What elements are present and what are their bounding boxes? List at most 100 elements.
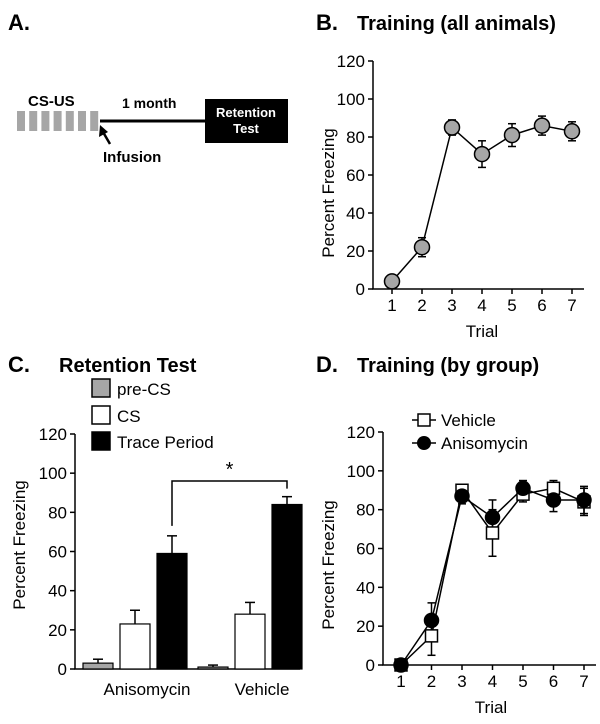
panel-c-ytick-label-0: 0	[58, 660, 67, 679]
duration-label: 1 month	[122, 95, 176, 111]
panel-b-ytick-label-60: 60	[346, 166, 365, 185]
panel-d-title: Training (by group)	[357, 355, 539, 377]
retention-test-box	[205, 99, 288, 143]
panel-c-significance-bracket	[171, 480, 288, 526]
panel-c-legend: pre-CS CS Trace Period	[91, 378, 214, 452]
cs-us-label: CS-US	[28, 93, 75, 110]
retention-label-line2: Test	[233, 121, 259, 136]
panel-c-plot: 0 20 40 60 80 100 120 Anisomycin Vehicle *	[39, 425, 303, 699]
cs-us-tone-7	[90, 111, 99, 131]
infusion-label: Infusion	[103, 149, 161, 166]
panel-c-bar-vehicle-pre-cs	[197, 666, 229, 670]
panel-d-xtick-label-3: 3	[457, 672, 466, 691]
panel-d-point-anisomycin-1	[393, 657, 409, 673]
panel-b-xtick-label-6: 6	[537, 296, 546, 315]
legend-label-vehicle: Vehicle	[441, 411, 496, 430]
panel-b-point-series-1-2	[413, 238, 431, 256]
panel-c-ytick-label-120: 120	[39, 425, 67, 444]
panel-d-xtick-label-1: 1	[396, 672, 405, 691]
panel-d-ytick-label-100: 100	[347, 462, 375, 481]
panel-c-bar-vehicle-trace-period	[271, 503, 303, 670]
panel-b-letter: B.	[316, 10, 338, 35]
cs-us-tone-1	[17, 111, 25, 131]
panel-a-letter: A.	[8, 10, 30, 35]
panel-b-ytick-label-80: 80	[346, 128, 365, 147]
panel-d-training-group: D. Training (by group) Percent Freezing …	[316, 352, 596, 717]
panel-d-point-anisomycin-5	[515, 480, 531, 497]
legend-label-anisomycin: Anisomycin	[441, 434, 528, 453]
retention-label-line1: Retention	[216, 105, 276, 120]
panel-b-training-all: B. Training (all animals) Percent Freezi…	[316, 10, 584, 341]
panel-c-ytick-label-100: 100	[39, 464, 67, 483]
panel-b-xlabel: Trial	[466, 322, 498, 341]
panel-d-xtick-label-2: 2	[427, 672, 436, 691]
panel-d-ytick-label-60: 60	[356, 540, 375, 559]
legend-marker-anisomycin	[417, 436, 431, 450]
panel-b-ytick-label-120: 120	[337, 52, 365, 71]
legend-label-cs: CS	[117, 407, 141, 426]
panel-b-point-series-1-7	[563, 123, 581, 140]
panel-c-bar-vehicle-cs	[234, 613, 266, 670]
panel-d-ylabel: Percent Freezing	[319, 500, 338, 629]
panel-d-plot: 0 20 40 60 80 100 120 1 2 3 4 5 6 7	[347, 423, 596, 691]
panel-d-xlabel: Trial	[475, 698, 507, 717]
legend-swatch-cs	[91, 405, 111, 425]
panel-b-xtick-label-2: 2	[417, 296, 426, 315]
panel-b-ylabel: Percent Freezing	[319, 128, 338, 257]
panel-c-ytick-label-80: 80	[48, 503, 67, 522]
panel-b-point-series-1-3	[443, 119, 461, 136]
panel-b-xtick-label-3: 3	[447, 296, 456, 315]
cs-us-tone-2	[29, 111, 38, 131]
panel-c-bar-anisomycin-pre-cs	[82, 662, 114, 670]
panel-d-ytick-label-40: 40	[356, 578, 375, 597]
panel-c-bar-anisomycin-trace-period	[156, 552, 188, 670]
panel-a-timeline: A. CS-US 1 month Retention Test Infusion	[8, 10, 288, 166]
panel-d-point-vehicle-2	[424, 629, 439, 643]
panel-b-point-series-1-5	[503, 126, 521, 144]
panel-d-point-anisomycin-3	[454, 488, 470, 504]
panel-c-category-label-anisomycin: Anisomycin	[104, 680, 191, 699]
cs-us-tone-3	[41, 111, 50, 131]
panel-c-significance-star: *	[226, 459, 234, 481]
panel-d-xtick-label-6: 6	[549, 672, 558, 691]
panel-b-plot: 0 20 40 60 80 100 120 1 2 3 4 5 6 7	[337, 52, 584, 315]
panel-d-point-vehicle-4	[485, 526, 500, 540]
panel-c-category-label-vehicle: Vehicle	[235, 680, 290, 699]
legend-marker-vehicle	[417, 413, 431, 427]
panel-b-point-series-1-4	[473, 145, 491, 163]
panel-c-ytick-label-20: 20	[48, 621, 67, 640]
panel-d-ytick-label-0: 0	[366, 656, 375, 675]
panel-d-ytick-label-120: 120	[347, 423, 375, 442]
panel-c-ytick-label-40: 40	[48, 582, 67, 601]
legend-swatch-pre-cs	[91, 378, 111, 398]
panel-b-point-series-1-1	[383, 273, 401, 290]
panel-c-ylabel: Percent Freezing	[10, 480, 29, 609]
panel-b-ytick-label-0: 0	[356, 280, 365, 299]
panel-d-point-anisomycin-6	[545, 492, 562, 508]
panel-b-xtick-label-4: 4	[477, 296, 486, 315]
panel-c-title: Retention Test	[59, 355, 197, 377]
panel-d-point-anisomycin-7	[576, 492, 592, 508]
panel-d-point-anisomycin-2	[423, 612, 440, 629]
panel-d-ytick-label-20: 20	[356, 617, 375, 636]
legend-label-pre-cs: pre-CS	[117, 380, 171, 399]
panel-b-xtick-label-1: 1	[387, 296, 396, 315]
cs-us-tone-5	[65, 111, 74, 131]
panel-b-xtick-label-5: 5	[507, 296, 516, 315]
panel-c-retention: C. Retention Test Percent Freezing pre-C…	[8, 352, 303, 699]
panel-b-ytick-label-40: 40	[346, 204, 365, 223]
panel-d-legend: Vehicle Anisomycin	[412, 411, 528, 453]
panel-d-ytick-label-80: 80	[356, 501, 375, 520]
panel-b-ytick-label-20: 20	[346, 242, 365, 261]
cs-us-tone-6	[78, 111, 86, 131]
panel-b-title: Training (all animals)	[357, 13, 556, 35]
panel-c-letter: C.	[8, 352, 30, 377]
infusion-arrow-icon	[99, 125, 112, 145]
cs-us-tone-4	[53, 111, 62, 131]
panel-d-point-anisomycin-4	[484, 509, 501, 526]
legend-swatch-trace-period	[91, 431, 111, 451]
panel-b-xtick-label-7: 7	[567, 296, 576, 315]
panel-d-xtick-label-5: 5	[518, 672, 527, 691]
panel-d-xtick-label-7: 7	[579, 672, 588, 691]
